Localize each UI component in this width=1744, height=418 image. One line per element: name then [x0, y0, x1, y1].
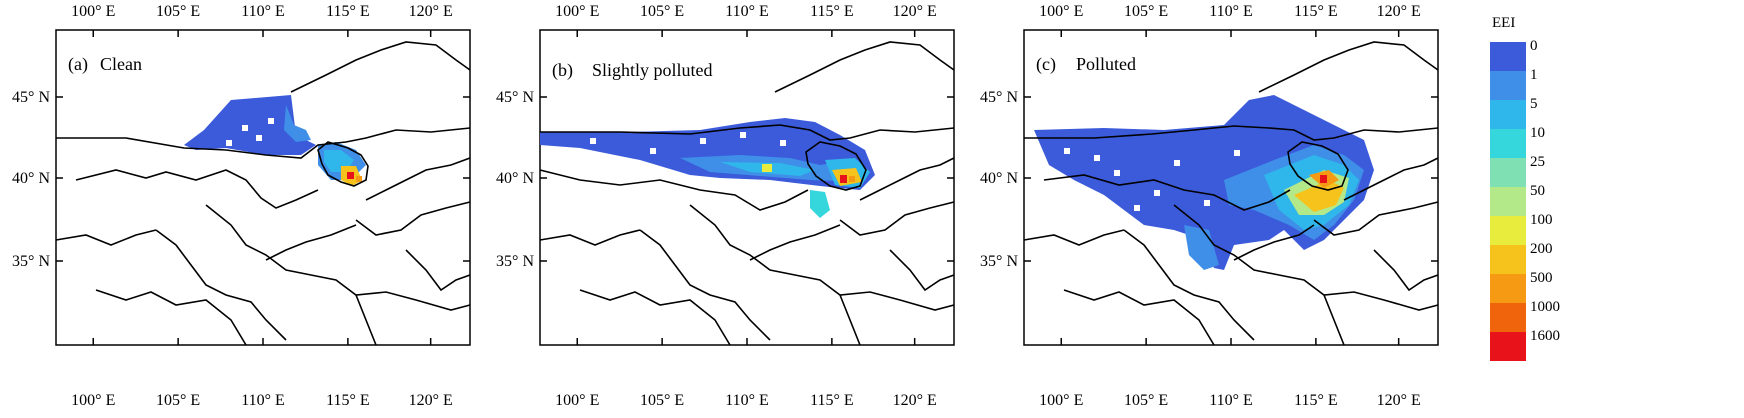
lon-tick-label: 100° E — [71, 392, 115, 409]
legend-label: 500 — [1530, 270, 1553, 286]
lon-tick-label: 115° E — [326, 3, 370, 20]
lon-tick-label: 110° E — [725, 3, 769, 20]
legend-swatch — [1490, 129, 1526, 158]
lon-tick-label: 120° E — [1377, 3, 1421, 20]
map-frame — [55, 29, 471, 346]
legend-title: EEI — [1492, 15, 1515, 31]
lon-tick-label: 115° E — [810, 392, 854, 409]
boundaries — [55, 41, 471, 346]
lon-tick-label: 115° E — [1294, 3, 1338, 20]
panel-tag: (c) — [1036, 54, 1056, 75]
lon-tick-label: 120° E — [409, 3, 453, 20]
lat-tick-label: 40° N — [12, 170, 50, 187]
legend-label: 100 — [1530, 212, 1553, 228]
panel-title: Clean — [100, 54, 142, 74]
legend-swatch — [1490, 42, 1526, 71]
legend-label: 10 — [1530, 125, 1545, 141]
legend-label: 0 — [1530, 38, 1538, 54]
lon-tick-label: 105° E — [1124, 3, 1168, 20]
legend-label: 5 — [1530, 96, 1538, 112]
panel-tag: (a) — [68, 54, 88, 75]
lon-tick-label: 105° E — [156, 392, 200, 409]
lon-tick-label: 105° E — [156, 3, 200, 20]
panel-polluted: (c) Polluted — [1023, 29, 1439, 346]
lon-tick-label: 110° E — [725, 392, 769, 409]
color-legend: EEI 0 1 5 10 25 50 100 200 500 1000 1600 — [1490, 15, 1560, 361]
lon-tick-label: 120° E — [1377, 392, 1421, 409]
lat-tick-label: 35° N — [980, 253, 1018, 270]
legend-swatch — [1490, 245, 1526, 274]
legend-labels: 0 1 5 10 25 50 100 200 500 1000 1600 — [1530, 38, 1560, 344]
lon-tick-label: 110° E — [241, 392, 285, 409]
lat-tick-label: 45° N — [12, 89, 50, 106]
emission-field — [1034, 95, 1374, 270]
lon-tick-label: 115° E — [810, 3, 854, 20]
lon-tick-label: 100° E — [1039, 3, 1083, 20]
panel-tag: (b) — [552, 60, 573, 81]
lon-tick-label: 105° E — [640, 392, 684, 409]
legend-label: 25 — [1530, 154, 1545, 170]
lon-tick-label: 120° E — [409, 392, 453, 409]
lon-tick-label: 105° E — [1124, 392, 1168, 409]
legend-label: 1000 — [1530, 299, 1560, 315]
axis-ticks: 100° E 100° E 105° E 105° E 110° E 110° E 115°… — [12, 3, 1438, 409]
legend-label: 50 — [1530, 183, 1545, 199]
lon-tick-label: 120° E — [893, 392, 937, 409]
lat-tick-label: 40° N — [496, 170, 534, 187]
lon-tick-label: 110° E — [1209, 392, 1253, 409]
lon-tick-label: 100° E — [71, 3, 115, 20]
lat-tick-label: 45° N — [980, 89, 1018, 106]
lon-tick-label: 115° E — [326, 392, 370, 409]
legend-swatch — [1490, 158, 1526, 187]
panel-title: Slightly polluted — [592, 60, 713, 80]
legend-swatch — [1490, 100, 1526, 129]
panel-clean: (a) Clean — [55, 29, 471, 346]
panel-title: Polluted — [1076, 54, 1136, 74]
legend-label: 1600 — [1530, 328, 1560, 344]
legend-swatch — [1490, 71, 1526, 100]
boundaries — [539, 41, 955, 346]
panel-slightly-polluted: (b) Slightly polluted — [539, 29, 955, 346]
lon-tick-label: 100° E — [555, 392, 599, 409]
legend-swatch — [1490, 187, 1526, 216]
legend-swatch — [1490, 303, 1526, 332]
emission-field — [540, 118, 875, 218]
lon-tick-label: 110° E — [1209, 3, 1253, 20]
boundaries — [1023, 41, 1439, 346]
lon-tick-label: 120° E — [893, 3, 937, 20]
legend-swatches — [1490, 42, 1526, 361]
lat-tick-label: 45° N — [496, 89, 534, 106]
lat-tick-label: 35° N — [496, 253, 534, 270]
legend-swatch — [1490, 216, 1526, 245]
lat-tick-label: 35° N — [12, 253, 50, 270]
legend-label: 1 — [1530, 67, 1538, 83]
lon-tick-label: 100° E — [1039, 392, 1083, 409]
lat-tick-label: 40° N — [980, 170, 1018, 187]
lon-tick-label: 110° E — [241, 3, 285, 20]
legend-swatch — [1490, 274, 1526, 303]
legend-swatch — [1490, 332, 1526, 361]
lon-tick-label: 115° E — [1294, 392, 1338, 409]
lon-tick-label: 105° E — [640, 3, 684, 20]
emission-field — [184, 95, 366, 186]
legend-label: 200 — [1530, 241, 1553, 257]
lon-tick-label: 100° E — [555, 3, 599, 20]
